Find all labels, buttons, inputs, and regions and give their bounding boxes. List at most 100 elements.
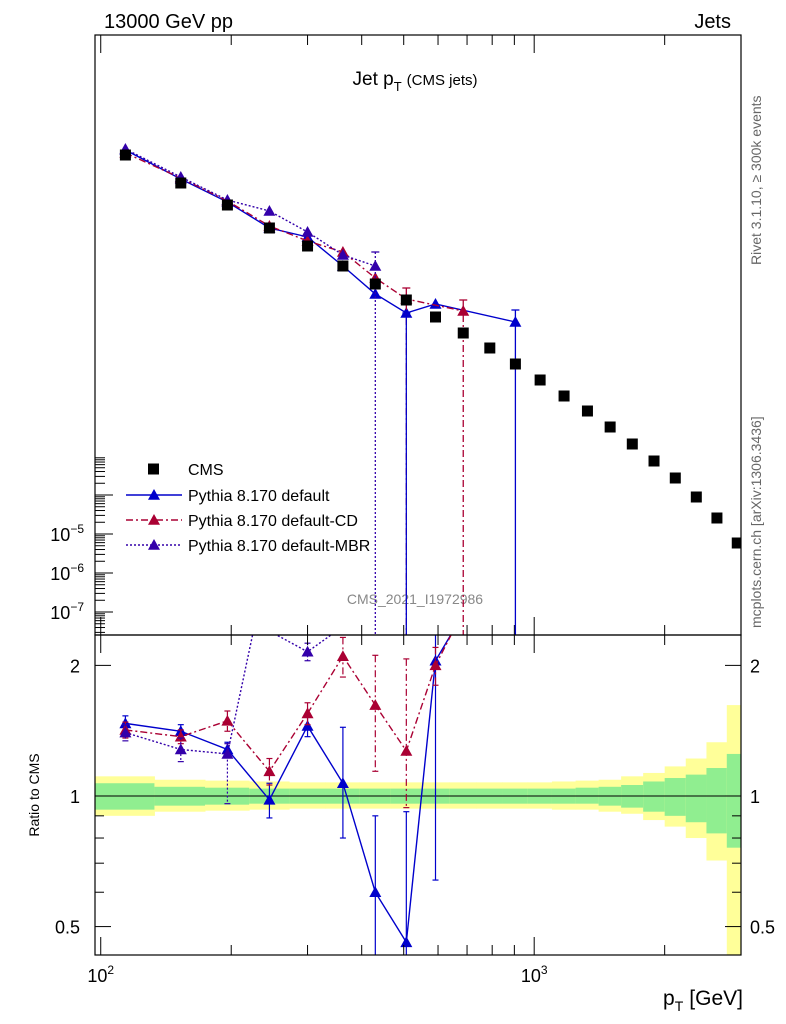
x-tick-label-base: 10 (87, 966, 107, 986)
ratio-point-1 (429, 659, 442, 671)
ratio-point-2 (174, 743, 187, 755)
x-axis-label: pT [GeV] (663, 987, 743, 1014)
cms-point (711, 512, 723, 524)
main-line-3 (125, 148, 376, 267)
legend-label: Pythia 8.170 default-CD (188, 513, 358, 530)
title-paren: (CMS jets) (407, 72, 478, 89)
cms-point (509, 358, 521, 370)
cms-point (337, 260, 349, 272)
cms-point (400, 294, 412, 306)
ratio-y-tick-label-right: 2 (750, 656, 760, 676)
xlabel-sub: T (675, 998, 684, 1014)
y-tick-label-exp: −5 (70, 522, 84, 536)
y-tick-label-exp: −7 (70, 600, 84, 614)
y-tick-label-base: 10 (50, 525, 70, 545)
ratio-point-0 (400, 936, 413, 948)
cms-point (302, 240, 314, 252)
cms-point (457, 327, 469, 339)
ratio-ylabel: Ratio to CMS (26, 753, 42, 836)
main-series (119, 143, 741, 635)
ratio-point-1 (174, 730, 187, 742)
ratio-point-0 (263, 793, 276, 805)
cms-point (626, 438, 638, 450)
cms-point (221, 199, 233, 211)
y-tick-label-base: 10 (50, 564, 70, 584)
x-tick-label-exp: 3 (541, 963, 548, 977)
ratio-line-0 (125, 635, 452, 945)
legend: CMS Pythia 8.170 default Pythia 8.170 defa… (126, 462, 370, 555)
legend-marker (148, 539, 160, 550)
main-point-3 (263, 205, 276, 216)
ratio-point-2 (119, 726, 132, 738)
ratio-line-1 (125, 635, 452, 773)
ratio-point-1 (301, 707, 314, 719)
cms-point (369, 278, 381, 290)
cms-point (534, 374, 546, 386)
main-panel: 10−710−610−5 Jet pT (CMS jets) CMS_2021_I… (50, 34, 742, 636)
xlabel-unit: [GeV] (689, 987, 743, 1010)
rivet-label: Rivet 3.1.10, ≥ 300k events (748, 95, 764, 265)
legend-label: CMS (188, 462, 224, 479)
ratio-point-1 (369, 699, 382, 710)
xlabel-main: p (663, 987, 675, 1010)
ratio-point-2 (301, 645, 314, 657)
cms-point (430, 311, 442, 323)
legend-label: Pythia 8.170 default (188, 488, 330, 505)
ratio-y-tick-label: 1 (70, 787, 80, 807)
ratio-y-tick-label-right: 0.5 (750, 918, 775, 938)
ratio-bands (95, 705, 741, 955)
ratio-line-2 (125, 635, 333, 755)
ratio-point-1 (336, 650, 349, 661)
ratio-y-tick-label: 2 (70, 656, 80, 676)
legend-label: Pythia 8.170 default-MBR (188, 538, 370, 555)
ratio-point-1 (400, 744, 413, 756)
chart-title: Jet pT (CMS jets) (353, 69, 478, 94)
ratio-axes: 0.5 0.5 1 1 2 2 (55, 635, 775, 955)
main-point-3 (301, 226, 314, 237)
ratio-point-0 (336, 777, 349, 789)
header-process: Jets (694, 11, 731, 33)
main-point-3 (336, 249, 349, 260)
main-axes: 10−710−610−5 (50, 35, 742, 635)
cms-point (484, 342, 496, 354)
x-tick-label-base: 10 (521, 966, 541, 986)
y-tick-label-base: 10 (50, 603, 70, 623)
ratio-y-tick-label-right: 1 (750, 787, 760, 807)
x-axis: 102 103 (87, 963, 547, 986)
cms-point (690, 491, 702, 503)
ratio-point-1 (263, 765, 276, 777)
cms-point (175, 177, 187, 189)
y-tick-label: 10−6 (50, 561, 84, 584)
ratio-band-inner (664, 778, 687, 816)
cms-point (731, 537, 741, 549)
legend-marker-cms (148, 463, 159, 475)
x-tick-label-exp: 2 (107, 963, 114, 977)
y-tick-label: 10−5 (50, 522, 84, 545)
cms-point (119, 149, 131, 161)
title-main: Jet p (353, 69, 394, 90)
ratio-band-inner (643, 781, 666, 812)
ratio-band-inner (706, 768, 728, 834)
ratio-point-0 (301, 719, 314, 731)
ratio-band-inner (685, 774, 707, 823)
main-line-1 (125, 149, 516, 323)
cms-point (604, 421, 616, 433)
cms-point (648, 455, 660, 467)
cms-point (263, 222, 275, 234)
title-sub: T (394, 79, 402, 94)
legend-marker (148, 514, 160, 525)
watermark: CMS_2021_I1972986 (347, 591, 483, 607)
legend-marker (148, 489, 160, 500)
x-tick-label: 103 (521, 963, 548, 986)
main-point-1 (429, 298, 442, 309)
y-tick-label-exp: −6 (70, 561, 84, 575)
header-energy: 13000 GeV pp (104, 11, 233, 33)
ratio-frame (94, 634, 742, 956)
ratio-series (119, 635, 452, 955)
cms-point (669, 472, 681, 484)
main-line-2 (125, 152, 464, 312)
mcplots-label: mcplots.cern.ch [arXiv:1306.3436] (748, 416, 764, 628)
ratio-point-2 (221, 747, 234, 759)
ratio-y-tick-label: 0.5 (55, 918, 80, 938)
